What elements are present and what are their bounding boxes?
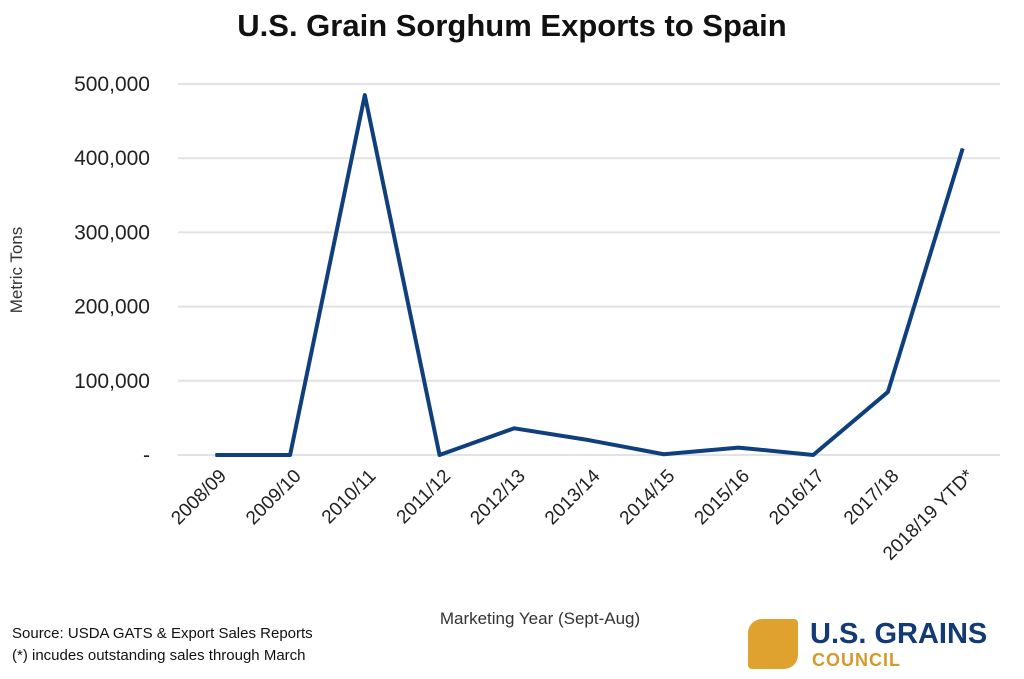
- logo-icon: [748, 619, 798, 669]
- y-tick-label: 200,000: [74, 296, 150, 319]
- data-point: [663, 453, 665, 455]
- x-tick-label: 2011/12: [393, 466, 455, 528]
- x-tick-label: 2013/14: [541, 465, 605, 529]
- source-note: Source: USDA GATS & Export Sales Reports: [12, 625, 313, 642]
- data-point: [289, 454, 291, 456]
- data-point: [513, 427, 515, 429]
- x-axis-label: Marketing Year (Sept-Aug): [440, 609, 640, 628]
- x-tick-label: 2017/18: [840, 466, 903, 529]
- data-point: [364, 94, 366, 96]
- x-tick-label: 2010/11: [318, 466, 380, 528]
- y-axis-label: Metric Tons: [7, 227, 26, 314]
- usgc-logo: U.S. GRAINS COUNCIL: [748, 616, 1018, 672]
- y-tick-label: 300,000: [74, 221, 150, 244]
- y-tick-label: -: [143, 444, 150, 467]
- y-tick-label: 500,000: [74, 73, 150, 96]
- footnote: (*) incudes outstanding sales through Ma…: [12, 647, 306, 664]
- chart-title: U.S. Grain Sorghum Exports to Spain: [237, 8, 786, 43]
- data-point: [887, 391, 889, 393]
- series-line: [215, 93, 965, 457]
- x-tick-label: 2014/15: [616, 466, 679, 529]
- x-tick-label: 2009/10: [242, 466, 305, 529]
- data-point: [588, 439, 590, 441]
- y-tick-label: 400,000: [74, 147, 150, 170]
- y-tick-label: 100,000: [74, 370, 150, 393]
- logo-line1: U.S. GRAINS: [810, 618, 988, 650]
- data-point: [737, 447, 739, 449]
- x-tick-label: 2012/13: [466, 466, 529, 529]
- data-point: [214, 454, 216, 456]
- x-tick-label: 2016/17: [765, 466, 828, 529]
- x-tick-label: 2015/16: [691, 466, 754, 529]
- data-point: [439, 454, 441, 456]
- logo-line2: COUNCIL: [812, 650, 901, 670]
- x-tick-label: 2008/09: [167, 466, 230, 529]
- data-point: [962, 148, 964, 150]
- data-point: [812, 454, 814, 456]
